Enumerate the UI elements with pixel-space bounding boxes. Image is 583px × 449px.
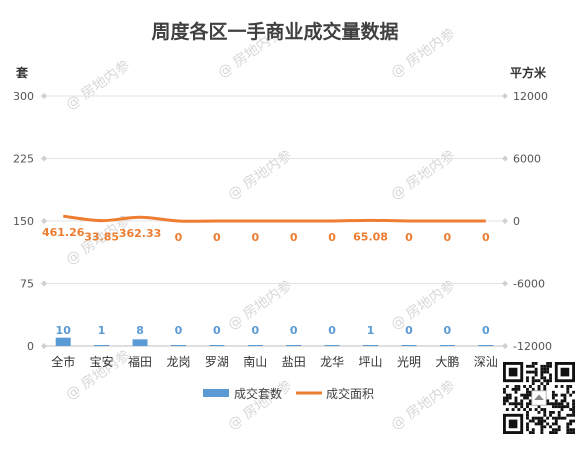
qr-code-icon bbox=[503, 362, 575, 434]
gridlines bbox=[44, 95, 505, 347]
category-label: 深汕 bbox=[474, 355, 498, 369]
watermark-text: @ 房地内参 bbox=[225, 377, 296, 434]
watermark-text: @ 房地内参 bbox=[225, 277, 296, 334]
bar-data-labels: 10 1 8 0 0 0 0 0 1 0 0 0 bbox=[56, 324, 490, 337]
right-tick-label: 12000 bbox=[513, 90, 548, 103]
line-series bbox=[63, 214, 486, 223]
category-label: 罗湖 bbox=[205, 354, 229, 369]
bar-value-label: 0 bbox=[213, 324, 221, 337]
bar-value-label: 8 bbox=[136, 324, 144, 337]
right-axis-ticks: -12000 -6000 0 6000 12000 bbox=[502, 90, 552, 353]
left-axis-ticks: 0 75 150 225 300 bbox=[13, 90, 47, 353]
line-value-label: 0 bbox=[328, 231, 336, 244]
tick-marker bbox=[502, 343, 508, 349]
line-value-label: 0 bbox=[444, 231, 452, 244]
right-tick-label: -12000 bbox=[513, 340, 552, 353]
bar bbox=[478, 345, 494, 346]
tick-marker bbox=[502, 218, 508, 224]
category-label: 全市 bbox=[51, 354, 75, 369]
line-data-labels: 461.26 33.85 362.33 0 0 0 0 0 65.08 0 0 0 bbox=[42, 226, 490, 244]
category-label: 南山 bbox=[243, 354, 267, 369]
category-label: 宝安 bbox=[90, 354, 114, 369]
left-tick-label: 150 bbox=[13, 215, 34, 228]
line-value-label: 65.08 bbox=[353, 230, 388, 243]
left-tick-label: 75 bbox=[20, 278, 34, 291]
line-value-label: 0 bbox=[213, 231, 221, 244]
chart-title: 周度各区一手商业成交量数据 bbox=[151, 20, 398, 43]
tick-marker bbox=[502, 93, 508, 99]
left-tick-label: 300 bbox=[13, 90, 34, 103]
tick-marker bbox=[502, 155, 508, 162]
bar-series bbox=[55, 337, 494, 346]
bar bbox=[324, 345, 340, 346]
bar bbox=[55, 337, 71, 346]
legend-label-line: 成交面积 bbox=[326, 386, 374, 401]
left-tick-label: 0 bbox=[27, 340, 34, 353]
line-value-label: 0 bbox=[290, 231, 298, 244]
right-tick-label: 0 bbox=[513, 215, 520, 228]
bar-value-label: 10 bbox=[56, 324, 72, 337]
category-label: 福田 bbox=[128, 354, 152, 369]
tick-marker bbox=[502, 280, 508, 287]
bar-value-label: 0 bbox=[444, 324, 452, 337]
bar-value-label: 0 bbox=[482, 324, 490, 337]
category-label: 大鹏 bbox=[435, 355, 459, 369]
tick-marker bbox=[41, 280, 47, 287]
line-value-label: 0 bbox=[482, 231, 490, 244]
bar bbox=[94, 345, 110, 346]
line-value-label: 33.85 bbox=[84, 231, 119, 244]
legend-swatch-bars bbox=[203, 389, 229, 397]
line-value-label: 461.26 bbox=[42, 226, 85, 239]
watermark-text: @ 房地内参 bbox=[388, 377, 459, 434]
bar bbox=[286, 345, 302, 346]
tick-marker bbox=[41, 155, 47, 162]
right-tick-label: 6000 bbox=[513, 153, 541, 166]
right-tick-label: -6000 bbox=[513, 278, 545, 291]
legend-label-bars: 成交套数 bbox=[234, 386, 282, 401]
category-label: 光明 bbox=[397, 355, 421, 369]
category-axis: 全市 宝安 福田 龙岗 罗湖 南山 盐田 龙华 坪山 光明 大鹏 深汕 bbox=[51, 354, 498, 369]
right-axis-unit: 平方米 bbox=[510, 65, 547, 80]
watermark-text: @ 房地内参 bbox=[225, 147, 296, 204]
bar bbox=[170, 345, 186, 346]
line-value-label: 362.33 bbox=[119, 227, 161, 240]
bar-value-label: 1 bbox=[367, 324, 375, 337]
category-label: 龙岗 bbox=[166, 355, 190, 369]
bar bbox=[439, 345, 455, 346]
left-axis-unit: 套 bbox=[15, 65, 29, 80]
legend: 成交套数 成交面积 bbox=[203, 386, 374, 401]
bar-value-label: 0 bbox=[251, 324, 259, 337]
category-label: 坪山 bbox=[359, 355, 383, 369]
bar-value-label: 0 bbox=[290, 324, 298, 337]
line-value-label: 0 bbox=[175, 231, 183, 244]
tick-marker bbox=[41, 93, 47, 99]
bar-value-label: 0 bbox=[405, 324, 413, 337]
bar-value-label: 0 bbox=[175, 324, 183, 337]
bar bbox=[132, 339, 148, 346]
category-label: 龙华 bbox=[320, 355, 344, 369]
bar-value-label: 0 bbox=[328, 324, 336, 337]
bar-value-label: 1 bbox=[98, 324, 106, 337]
bar bbox=[247, 345, 263, 346]
category-label: 盐田 bbox=[282, 355, 306, 369]
bar bbox=[209, 345, 225, 346]
bar bbox=[363, 345, 379, 346]
line-value-label: 0 bbox=[405, 231, 413, 244]
bar bbox=[401, 345, 417, 346]
line-value-label: 0 bbox=[251, 231, 259, 244]
tick-marker bbox=[41, 343, 47, 349]
watermark-text: @ 房地内参 bbox=[388, 147, 459, 204]
left-tick-label: 225 bbox=[13, 153, 34, 166]
line-path bbox=[63, 214, 486, 223]
watermark-text: @ 房地内参 bbox=[63, 57, 134, 114]
tick-marker bbox=[41, 218, 47, 224]
